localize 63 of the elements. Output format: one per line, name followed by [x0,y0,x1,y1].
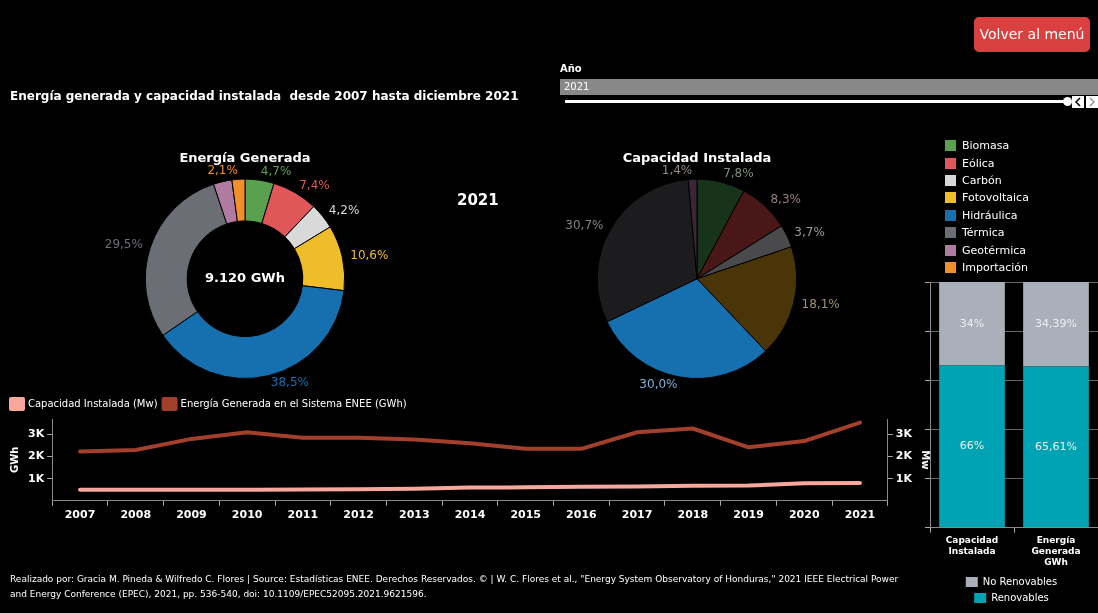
data-label: 38,5% [270,375,309,390]
x-tick-label: 2008 [120,508,152,522]
y2-tick-label: 2K [895,449,913,463]
x-tick-label: 2014 [454,508,486,522]
data-label: 8,3% [770,192,801,207]
y-tick-label: 2K [27,449,45,463]
data-label: 7,4% [299,177,330,192]
x-tick-label: 2009 [176,508,207,522]
data-label: 7,8% [723,166,754,181]
text: Año [560,63,582,74]
x-tick-label: 2010 [231,508,263,522]
legend-label: Eólica [962,156,995,170]
legend-label: No Renovables [982,575,1058,587]
x-tick-label: 2011 [287,508,319,522]
data-label: 34,39% [1035,317,1077,331]
data-label: 4,7% [260,164,292,179]
text: 9.120 GWh [205,270,285,286]
x-tick-label: 2015 [510,508,542,522]
data-label: 30,0% [639,376,678,391]
data-label: 4,2% [328,203,360,218]
legend-label: Biomasa [962,139,1010,153]
text: Energía generada y capacidad instalada desde 2007 hasta diciembre 2021 [10,89,519,103]
data-label: 10,6% [350,248,389,263]
legend-label: Renovables [991,591,1049,603]
text: 2021 [457,190,499,209]
x-tick-label: 2016 [566,508,598,522]
x-tick-label: 2013 [398,508,430,522]
data-label: 66% [959,439,985,453]
x-tick-label: 2019 [733,508,764,522]
legend-label: Geotérmica [962,243,1026,257]
x-tick-label: 2007 [64,508,96,522]
data-label: 29,5% [104,236,143,251]
data-label: 18,1% [801,296,840,311]
chart-title: Capacidad Instalada [622,150,772,166]
y-tick-label: 1K [27,471,45,485]
legend-label: Importación [962,260,1029,274]
menu-button: Volver al menú [974,17,1090,52]
data-label: 3,7% [794,224,825,239]
y2-tick-label: 1K [895,471,913,485]
legend-label: Fotovoltaica [962,191,1029,205]
legend-label: Carbón [962,173,1002,187]
y-axis-title: GWh [8,446,20,474]
legend-label: Energía Generada en el Sistema ENEE (GWh) [180,397,407,409]
data-label: 30,7% [565,217,604,232]
data-label: 65,61% [1035,439,1077,453]
text: Energía Generada [179,150,311,166]
legend-label: Capacidad Instalada (Mw) [28,397,158,409]
legend-label: Térmica [962,226,1005,240]
data-label: 34% [959,316,985,330]
x-tick-label: 2012 [343,508,374,522]
text: Realizado por: Gracia M. Pineda & Wilfredo C. Flores | Source: Estadísticas ENEE. Derechos Reservados. © | W. C. Flores et al., "Energy System Observatory of Honduras," 2021 IEEE Electrical Power and Energy Conference (EPEC), 2021, pp. 536-540, doi: 10.1109/EPEC52095.2021.9621596. [10,573,900,601]
y2-tick-label: 3K [895,427,913,441]
y-tick-label: 3K [27,427,45,441]
data-label: 2,1% [207,163,238,178]
legend-label: Hidráulica [962,208,1018,222]
text: 2021 [560,79,1098,95]
x-tick-label: Energía Generada GWh [1031,535,1081,567]
x-tick-label: 2020 [788,508,820,522]
x-tick-label: 2018 [677,508,709,522]
y2-axis-title: Mw [920,450,932,470]
x-tick-label: 2017 [621,508,653,522]
x-tick-label: 2021 [844,508,876,522]
data-label: 1,4% [661,163,693,178]
